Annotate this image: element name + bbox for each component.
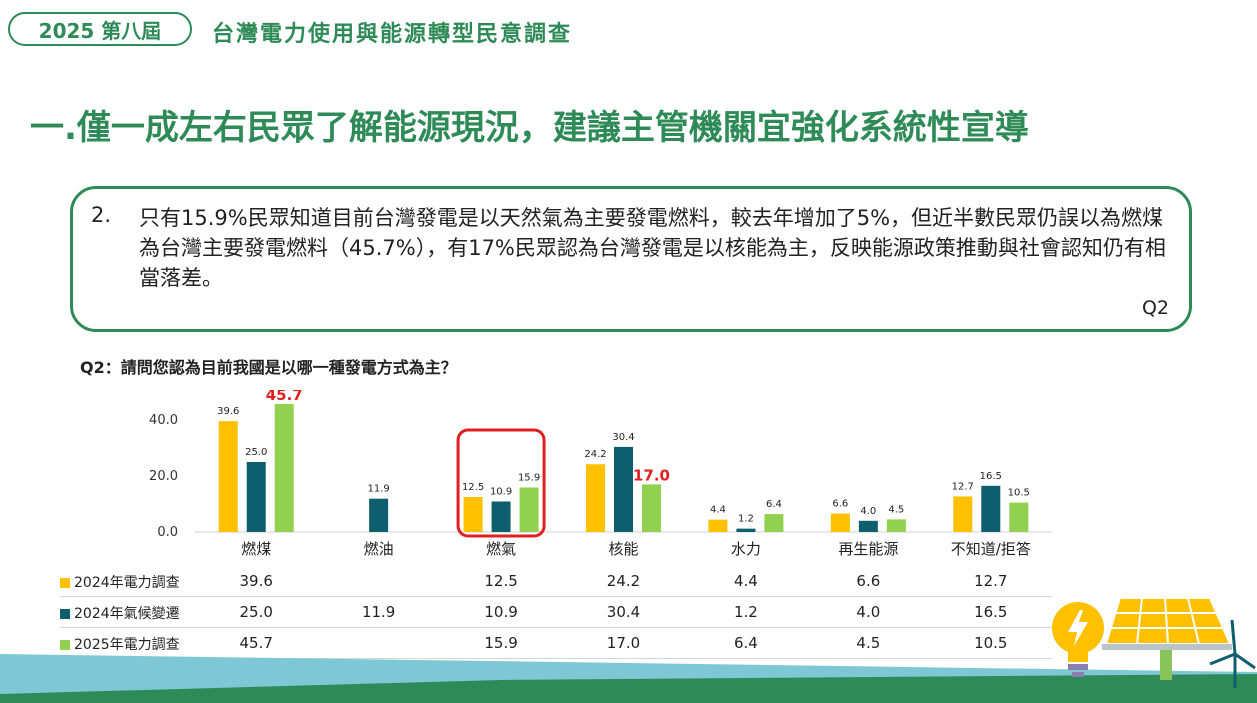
legend-label: 2025年電力調查: [74, 637, 180, 653]
table-cell: 6.6: [856, 572, 881, 590]
data-label: 11.9: [368, 484, 390, 495]
legend-label: 2024年電力調查: [74, 575, 180, 591]
table-cell: 45.7: [239, 634, 273, 652]
bar: [953, 496, 973, 532]
page-title: 一.僅一成左右民眾了解能源現況，建議主管機關宜強化系統性宣導: [30, 108, 1029, 148]
row-label: 2024年電力調查: [60, 572, 180, 592]
summary-number: 2.: [91, 203, 112, 227]
data-label: 39.6: [217, 406, 239, 417]
data-label: 25.0: [245, 447, 267, 458]
x-tick-label: 不知道/拒答: [951, 540, 1031, 558]
table-cell: 4.5: [856, 634, 881, 652]
data-label: 1.2: [738, 514, 754, 525]
legend-label: 2024年氣候變遷: [74, 606, 180, 622]
bar: [886, 519, 906, 532]
data-label: 45.7: [266, 390, 303, 404]
data-label: 6.4: [766, 499, 782, 510]
bar: [274, 404, 294, 532]
data-label: 17.0: [633, 466, 670, 484]
data-label: 4.5: [888, 504, 904, 515]
bar-chart: 0.0 20.0 40.0 燃煤 39.6 25.0 45.7 燃油 11.9 燃氣 12.5 10.…: [149, 390, 1052, 558]
question-ref: Q2: [1141, 297, 1169, 319]
y-tick-label: 40.0: [149, 413, 178, 428]
legend-swatch: [60, 609, 70, 619]
summary-text: 只有15.9%民眾知道目前台灣發電是以天然氣為主要發電燃料，較去年增加了5%，但…: [139, 206, 1166, 290]
table-cell: 12.5: [484, 572, 518, 590]
table-cell: 16.5: [974, 603, 1008, 621]
y-tick-label: 0.0: [157, 525, 178, 540]
table-cell: 10.9: [484, 603, 518, 621]
table-row: 2024年電力調查 39.6 12.5 24.2 4.4 6.6 12.7: [60, 566, 1052, 597]
data-label: 4.4: [710, 505, 726, 516]
data-label: 6.6: [832, 499, 848, 510]
x-tick-label: 燃煤: [241, 540, 271, 558]
bar: [491, 501, 511, 532]
x-tick-label: 燃氣: [486, 540, 516, 558]
table-cell: 4.0: [856, 603, 881, 621]
x-tick-label: 燃油: [364, 540, 394, 558]
x-tick-label: 再生能源: [838, 540, 898, 558]
data-label: 24.2: [584, 449, 606, 460]
table-cell: 12.7: [974, 572, 1008, 590]
solar-panel-icon: [1102, 598, 1232, 680]
bar: [642, 484, 661, 532]
table-cell: 4.4: [733, 572, 758, 590]
bar: [463, 497, 483, 532]
data-label: 30.4: [612, 432, 634, 443]
data-label: 4.0: [860, 506, 876, 517]
bar: [246, 462, 266, 532]
wind-turbine-icon: [1209, 619, 1256, 688]
table-cell: 17.0: [606, 634, 641, 652]
y-tick-label: 20.0: [149, 469, 178, 484]
highlight-box: [456, 428, 546, 538]
table-row: 2024年氣候變遷 25.0 11.9 10.9 30.4 1.2 4.0 16.5: [60, 597, 1052, 628]
question-text: Q2：請問您認為目前我國是以哪一種發電方式為主？: [80, 358, 457, 377]
data-label: 16.5: [980, 471, 1002, 482]
bar: [218, 421, 238, 532]
edition-badge: 2025 第八屆: [8, 12, 192, 46]
table-cell: 11.9: [361, 603, 396, 621]
bar: [1009, 502, 1029, 532]
bar: [519, 487, 539, 532]
table-cell: 39.6: [239, 572, 273, 590]
data-label: 15.9: [518, 472, 540, 483]
table-cell: 15.9: [484, 634, 518, 652]
bar: [708, 519, 728, 532]
data-label: 12.7: [952, 481, 974, 492]
bar: [736, 528, 756, 532]
table-cell: 24.2: [606, 572, 641, 590]
data-label: 10.5: [1008, 488, 1030, 499]
energy-icons: [1052, 598, 1256, 688]
table-cell: 30.4: [606, 603, 641, 621]
bar: [764, 514, 784, 532]
table-row: 2025年電力調查 45.7 15.9 17.0 6.4 4.5 10.5: [60, 628, 1052, 659]
table-cell: 6.4: [733, 634, 758, 652]
light-bulb-icon: [1052, 602, 1104, 677]
summary-box: 2. 只有15.9%民眾知道目前台灣發電是以天然氣為主要發電燃料，較去年增加了5…: [70, 186, 1192, 332]
row-label: 2025年電力調查: [60, 634, 180, 654]
legend-swatch: [60, 578, 70, 588]
table-cell: 10.5: [974, 634, 1008, 652]
data-label: 12.5: [462, 482, 484, 493]
bar: [830, 513, 850, 532]
bar: [614, 446, 633, 532]
bar: [858, 520, 878, 532]
row-label: 2024年氣候變遷: [60, 603, 180, 623]
landscape-decoration: [0, 654, 1257, 703]
data-label: 10.9: [490, 486, 512, 497]
table-cell: 1.2: [733, 603, 758, 621]
bar: [586, 464, 605, 532]
bar: [369, 498, 389, 532]
survey-name: 台灣電力使用與能源轉型民意調查: [212, 22, 573, 47]
x-tick-label: 水力: [731, 540, 761, 558]
legend-swatch: [60, 640, 70, 650]
bar: [981, 485, 1001, 532]
x-tick-label: 核能: [608, 540, 638, 558]
edition-label: 2025 第八屆: [38, 18, 162, 43]
table-cell: 25.0: [239, 603, 273, 621]
